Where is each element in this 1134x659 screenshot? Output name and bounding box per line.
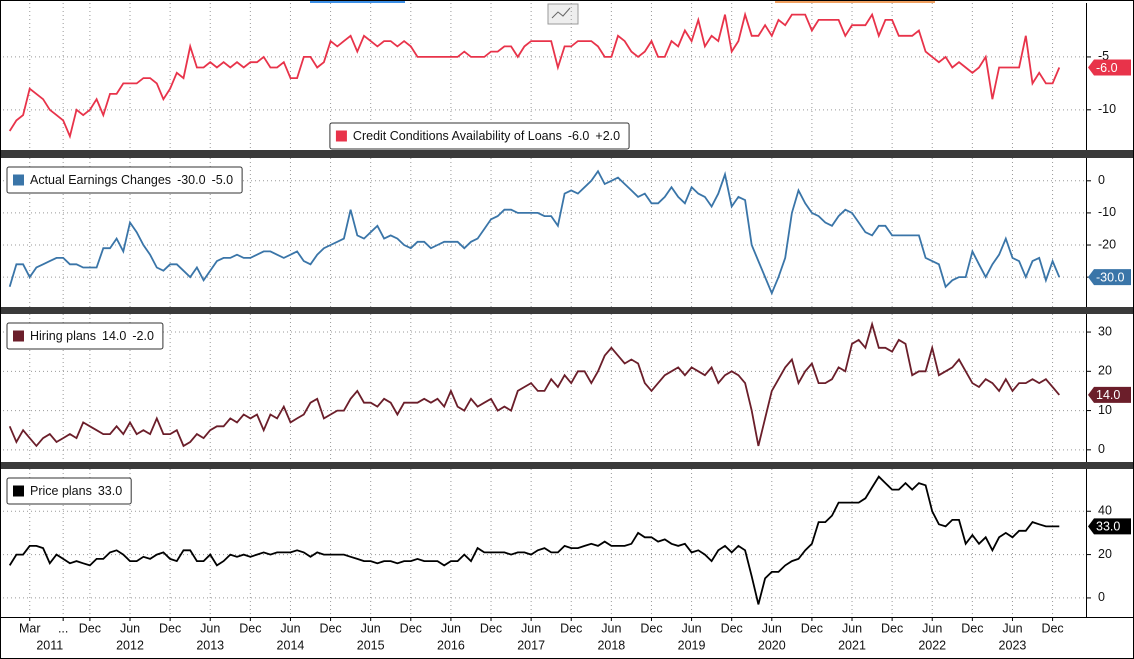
x-tick-label: Jun	[120, 621, 140, 635]
y-tick-label: 0	[1098, 173, 1105, 187]
x-tick-label: Jun	[922, 621, 942, 635]
x-year-label: 2023	[999, 638, 1027, 652]
legend-swatch	[13, 485, 24, 497]
y-tick-label: -20	[1098, 237, 1116, 251]
x-tick-label: ...	[58, 621, 68, 635]
x-year-label: 2016	[437, 638, 465, 652]
x-tick-label: Dec	[319, 621, 341, 635]
legend-swatch	[13, 330, 24, 342]
legend-box	[329, 122, 630, 150]
value-tag	[1088, 386, 1131, 403]
legend-box	[6, 477, 132, 505]
x-tick-label: Dec	[239, 621, 261, 635]
x-tick-label: Jun	[681, 621, 701, 635]
x-tick-label: Dec	[640, 621, 662, 635]
y-tick-label: 30	[1098, 324, 1112, 338]
series-line	[8, 11, 1061, 140]
legend-label: -6.0	[568, 129, 590, 143]
x-tick-label: Dec	[1041, 621, 1063, 635]
x-tick-label: Jun	[441, 621, 461, 635]
x-tick-label: Jun	[601, 621, 621, 635]
legend-box	[6, 166, 243, 194]
y-tick-label: -10	[1098, 205, 1116, 219]
legend-label: Hiring plans	[30, 329, 96, 343]
x-year-label: 2015	[357, 638, 385, 652]
x-year-label: 2018	[597, 638, 625, 652]
x-tick-label: Jun	[762, 621, 782, 635]
x-tick-label: Dec	[721, 621, 743, 635]
x-tick-label: Jun	[280, 621, 300, 635]
legend-label: Price plans	[30, 484, 92, 498]
x-year-label: 2019	[678, 638, 706, 652]
x-year-label: 2022	[918, 638, 946, 652]
x-year-label: 2011	[36, 638, 63, 652]
chart-icon[interactable]	[547, 3, 579, 25]
x-tick-label: Dec	[79, 621, 101, 635]
series-line	[8, 475, 1060, 605]
y-tick-label: -10	[1098, 102, 1116, 116]
x-tick-label: Dec	[560, 621, 582, 635]
value-tag	[1088, 518, 1131, 535]
x-tick-label: Dec	[801, 621, 823, 635]
x-year-label: 2013	[196, 638, 224, 652]
legend-label: +2.0	[595, 129, 620, 143]
legend-box	[6, 322, 164, 350]
x-year-label: 2021	[838, 638, 866, 652]
x-tick-label: Dec	[961, 621, 983, 635]
y-tick-label: 40	[1098, 504, 1112, 518]
series-line	[8, 169, 1061, 296]
y-tick-label: 20	[1098, 364, 1112, 378]
legend-label: -30.0	[177, 173, 206, 187]
legend-label: Credit Conditions Availability of Loans	[353, 129, 562, 143]
value-tag	[1088, 59, 1131, 76]
separator	[0, 307, 1134, 314]
x-tick-label: Dec	[881, 621, 903, 635]
x-tick-label: Dec	[480, 621, 502, 635]
x-year-label: 2017	[517, 638, 545, 652]
x-tick-label: Jun	[200, 621, 220, 635]
value-tag-label: 33.0	[1096, 520, 1120, 534]
y-tick-label: 20	[1098, 547, 1112, 561]
separator	[0, 150, 1134, 158]
x-tick-label: Jun	[361, 621, 381, 635]
legend-label: -2.0	[132, 329, 154, 343]
x-tick-label: Dec	[159, 621, 181, 635]
x-tick-label: Jun	[1002, 621, 1022, 635]
y-tick-label: 10	[1098, 403, 1112, 417]
x-year-label: 2012	[116, 638, 144, 652]
x-tick-label: Mar	[19, 621, 41, 635]
legend-label: -5.0	[212, 173, 234, 187]
legend-label: Actual Earnings Changes	[30, 173, 171, 187]
value-tag	[1088, 269, 1131, 286]
series-line	[8, 320, 1060, 448]
y-tick-label: 0	[1098, 442, 1105, 456]
value-tag-label: -30.0	[1096, 270, 1125, 284]
legend-label: 14.0	[102, 329, 126, 343]
value-tag-label: -6.0	[1096, 61, 1118, 75]
x-tick-label: Jun	[842, 621, 862, 635]
y-tick-label: 0	[1098, 590, 1105, 604]
x-year-label: 2020	[758, 638, 786, 652]
value-tag-label: 14.0	[1096, 388, 1120, 402]
x-tick-label: Dec	[400, 621, 422, 635]
top-bar	[310, 0, 405, 3]
chart-icon-glyph	[551, 7, 571, 19]
legend-swatch	[13, 174, 24, 186]
legend-swatch	[335, 130, 347, 142]
x-year-label: 2014	[277, 638, 305, 652]
legend-label: 33.0	[98, 484, 122, 498]
y-tick-label: -5	[1098, 49, 1109, 63]
x-tick-label: Jun	[521, 621, 541, 635]
separator	[0, 462, 1134, 469]
top-bar	[775, 0, 935, 3]
